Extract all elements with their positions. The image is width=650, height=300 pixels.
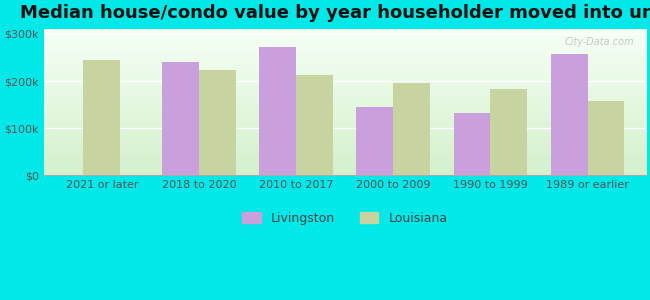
Bar bbox=[393, 83, 430, 175]
Bar bbox=[162, 62, 199, 175]
Bar bbox=[588, 101, 625, 175]
Bar bbox=[454, 113, 491, 175]
Bar bbox=[259, 47, 296, 175]
Bar bbox=[296, 75, 333, 175]
Bar bbox=[83, 60, 120, 175]
Bar bbox=[356, 107, 393, 175]
Bar bbox=[551, 54, 588, 175]
Legend: Livingston, Louisiana: Livingston, Louisiana bbox=[237, 207, 452, 230]
Title: Median house/condo value by year householder moved into unit: Median house/condo value by year househo… bbox=[20, 4, 650, 22]
Text: City-Data.com: City-Data.com bbox=[564, 37, 634, 46]
Bar bbox=[199, 70, 236, 175]
Bar bbox=[491, 89, 527, 175]
